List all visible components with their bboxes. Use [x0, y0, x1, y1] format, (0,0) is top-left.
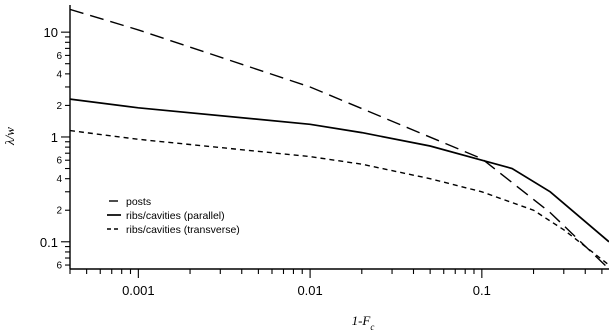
axes: 0.001 0.01 0.1 0.1 1 10 6 2 4 6 2 4 6 1-Fc λ/w	[2, 5, 609, 332]
y-minor-tick-label: 6	[56, 156, 62, 167]
legend-label-2: ribs/cavities (transverse)	[126, 224, 240, 236]
x-tick-label: 0.1	[473, 283, 491, 298]
series-line-1	[70, 98, 609, 243]
x-tick-label: 0.01	[297, 283, 322, 298]
legend-label-0: posts	[126, 196, 151, 208]
y-minor-tick-label: 6	[56, 261, 62, 272]
x-axis-title-subscript: c	[370, 322, 374, 332]
legend-label-1: ribs/cavities (parallel)	[126, 210, 225, 222]
y-minor-tick-label: 4	[56, 174, 62, 185]
y-tick-label: 1	[51, 130, 58, 145]
legend: posts ribs/cavities (parallel) ribs/caviti…	[107, 196, 240, 236]
y-axis-title: λ/w	[2, 127, 17, 146]
y-tick-label: 10	[44, 25, 58, 40]
series-line-2	[70, 129, 609, 266]
plot-lines	[70, 8, 609, 269]
y-minor-tick-label: 2	[56, 206, 62, 217]
x-tick-label: 0.001	[122, 283, 155, 298]
y-minor-tick-label: 4	[56, 69, 62, 80]
y-minor-tick-label: 2	[56, 101, 62, 112]
x-axis-title: 1-Fc	[352, 313, 375, 332]
y-minor-tick-label: 6	[56, 51, 62, 62]
series-line-0	[70, 8, 609, 269]
y-tick-label: 0.1	[40, 235, 58, 250]
